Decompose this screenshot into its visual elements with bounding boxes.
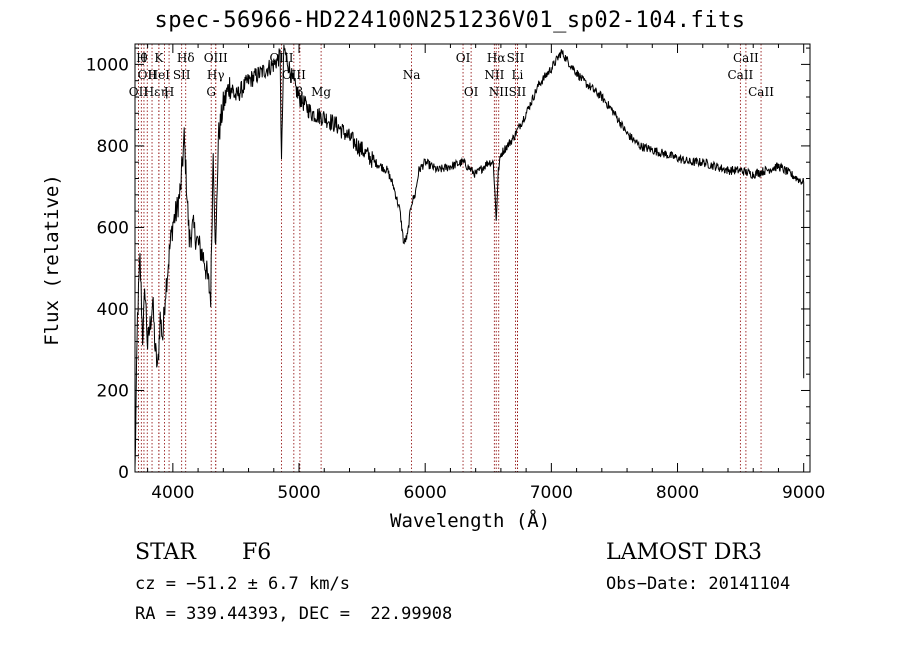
y-tick-labels: 0 200 400 600 800 1000: [86, 55, 129, 483]
line-label-19: OI: [456, 51, 471, 65]
x-tick-label-8000: 8000: [656, 483, 699, 503]
x-axis-label: Wavelength (Å): [390, 510, 551, 532]
redshift-cz: cz = −51.2 ± 6.7 km/s: [135, 574, 350, 594]
y-tick-label-1000: 1000: [86, 55, 129, 75]
line-label-27: CaII: [727, 68, 753, 82]
object-subclass: F6: [242, 540, 272, 565]
line-label-9: SII: [173, 68, 191, 82]
line-label-7: η: [161, 85, 168, 99]
y-tick-label-0: 0: [118, 463, 129, 483]
line-label-21: NII: [484, 68, 504, 82]
y-tick-label-200: 200: [97, 381, 129, 401]
line-label-11: G: [206, 85, 216, 99]
line-label-26: SII: [509, 85, 527, 99]
line-label-28: CaII: [733, 51, 759, 65]
y-tick-label-800: 800: [97, 137, 129, 157]
line-label-12: OIII: [204, 51, 228, 65]
plot-frame: [134, 43, 811, 473]
y-tick-label-400: 400: [97, 300, 129, 320]
line-label-14: OIII: [269, 51, 293, 65]
line-label-23: NII: [489, 85, 509, 99]
line-label-22: Hα: [487, 51, 506, 65]
spectral-line-markers: [138, 44, 762, 472]
line-label-18: Na: [403, 68, 421, 82]
y-tick-label-600: 600: [97, 218, 129, 238]
line-label-25: Li: [512, 68, 524, 82]
line-label-24: SII: [507, 51, 525, 65]
line-label-6: HeI: [148, 68, 171, 82]
line-label-16: β: [296, 85, 303, 99]
x-tick-label-6000: 6000: [404, 483, 447, 503]
line-label-3: OII: [138, 68, 158, 82]
y-axis-label: Flux (relative): [41, 174, 63, 346]
x-tick-label-7000: 7000: [530, 483, 573, 503]
x-tick-label-9000: 9000: [782, 483, 825, 503]
line-label-5: K: [154, 51, 164, 65]
observation-date: Obs−Date: 20141104: [606, 574, 791, 594]
x-tick-labels: 4000 5000 6000 7000 8000 9000: [151, 483, 825, 503]
object-class: STAR: [135, 540, 196, 565]
line-label-8: H: [164, 85, 174, 99]
line-label-20: OI: [464, 85, 479, 99]
line-label-13: Hγ: [207, 68, 225, 82]
survey-name: LAMOST DR3: [606, 540, 762, 565]
chart-title: spec-56966-HD224100N251236V01_sp02-104.f…: [154, 8, 746, 33]
plot-axes: [134, 43, 811, 473]
coordinates: RA = 339.44393, DEC = 22.99908: [135, 604, 453, 624]
line-label-0: OII: [129, 85, 149, 99]
spectrum-series: [134, 44, 805, 468]
x-tick-label-5000: 5000: [277, 483, 320, 503]
line-label-2: θ: [140, 51, 147, 65]
line-label-10: Hδ: [177, 51, 195, 65]
line-label-29: CaII: [748, 85, 774, 99]
line-label-17: Mg: [311, 85, 331, 99]
x-tick-label-4000: 4000: [151, 483, 194, 503]
line-label-1: H: [136, 51, 146, 65]
line-label-4: Hε: [144, 85, 161, 99]
